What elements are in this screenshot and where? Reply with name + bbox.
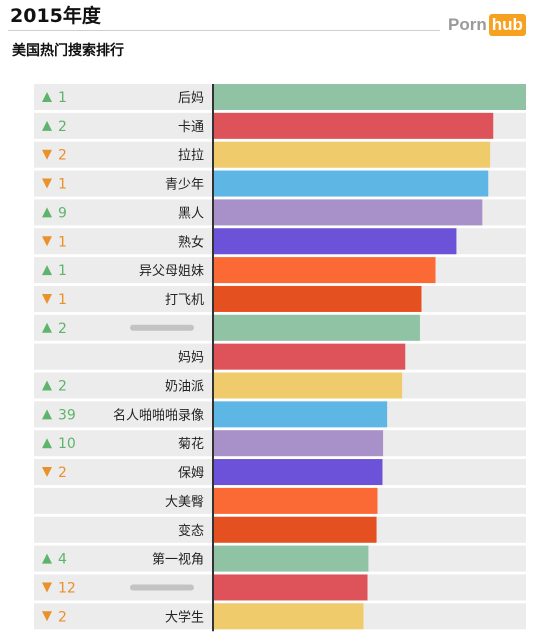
logo-text-part1: Porn (448, 15, 487, 34)
bar (214, 487, 378, 514)
bar (214, 574, 368, 601)
bar-label: 卡通 (178, 120, 204, 135)
bar (214, 430, 384, 457)
header-divider (8, 30, 440, 31)
chart-row: 2 保姆 (34, 459, 526, 486)
rank-change-value: 10 (58, 436, 76, 452)
rank-change-value: 39 (58, 407, 76, 423)
rank-change-value: 2 (58, 465, 67, 481)
rank-change-value: 1 (58, 90, 67, 106)
bar-label: 打飞机 (165, 293, 204, 308)
rank-change-value: 1 (58, 234, 67, 250)
rank-up-arrow-icon (42, 92, 52, 102)
rank-change-value: 12 (58, 580, 76, 596)
chart-row: 2 (34, 314, 526, 341)
rank-up-arrow-icon (42, 120, 52, 131)
rank-up-arrow-icon (42, 322, 52, 333)
chart-row: 10 菊花 (34, 430, 526, 457)
rank-change-value: 2 (58, 379, 67, 395)
bar (214, 141, 491, 168)
bar (214, 372, 403, 399)
bar-label: 大学生 (165, 609, 204, 625)
chart-row: 2 卡通 (34, 112, 526, 139)
chart-row: 1 打飞机 (34, 285, 526, 312)
bar (214, 314, 420, 341)
rank-down-arrow-icon (42, 236, 52, 247)
chart-row: 1 熟女 (34, 228, 526, 255)
rank-up-arrow-icon (42, 409, 52, 420)
bar-label: 第一视角 (152, 553, 204, 568)
bar (214, 545, 369, 572)
chart-row: 4 第一视角 (34, 545, 526, 572)
bar (214, 228, 457, 255)
chart-row: 2 拉拉 (34, 141, 526, 168)
chart-row: 妈妈 (34, 343, 526, 370)
bar-label: 名人啪啪啪录像 (113, 407, 204, 423)
rank-change-value: 2 (58, 609, 67, 625)
rank-down-arrow-icon (42, 178, 52, 189)
bar-label: 异父母姐妹 (139, 264, 204, 279)
rank-up-arrow-icon (42, 265, 52, 276)
logo-text-part2: hub (488, 14, 526, 36)
bar-label: 奶油派 (165, 380, 204, 395)
bar-label: 黑人 (178, 206, 204, 221)
rank-down-arrow-icon (42, 582, 52, 593)
chart-row: 2 大学生 (34, 603, 526, 630)
chart-row: 12 (34, 574, 526, 601)
chart-row: 1 后妈 (34, 84, 526, 110)
chart-row: 2 奶油派 (34, 372, 526, 399)
chart-row: 变态 (34, 516, 526, 543)
bar-label: 变态 (178, 523, 204, 539)
bar-label: 青少年 (165, 178, 204, 193)
rank-up-arrow-icon (42, 553, 52, 564)
bar (214, 285, 422, 312)
obscured-label (130, 584, 194, 591)
rank-change-value: 2 (58, 119, 67, 135)
chart-row: 1 异父母姐妹 (34, 257, 526, 284)
bar (214, 459, 383, 486)
bar-label: 大美臀 (165, 495, 204, 510)
rank-change-value: 2 (58, 148, 67, 164)
rank-change-value: 9 (58, 205, 67, 221)
rank-change-value: 4 (58, 552, 67, 568)
bar (214, 343, 406, 370)
chart-header: 2015年度 美国热门搜索排行 Porn hub (0, 0, 550, 68)
bar (214, 401, 388, 428)
obscured-label (130, 324, 194, 331)
bar (214, 170, 489, 197)
rank-up-arrow-icon (42, 438, 52, 449)
bar-label: 拉拉 (178, 149, 204, 164)
rank-down-arrow-icon (42, 611, 52, 622)
chart-row: 9 黑人 (34, 199, 526, 226)
brand-logo: Porn hub (448, 13, 526, 37)
bar (214, 112, 494, 139)
rank-up-arrow-icon (42, 380, 52, 391)
chart-row: 1 青少年 (34, 170, 526, 197)
chart-subtitle: 美国热门搜索排行 (12, 43, 124, 59)
rank-change-value: 1 (58, 292, 67, 308)
bar (214, 84, 526, 110)
rank-up-arrow-icon (42, 207, 52, 218)
rank-down-arrow-icon (42, 293, 52, 304)
bar-label: 保姆 (178, 466, 204, 481)
bar-label: 妈妈 (178, 351, 204, 366)
chart-row: 39 名人啪啪啪录像 (34, 401, 526, 428)
rank-change-value: 1 (58, 263, 67, 279)
bar (214, 257, 436, 284)
rank-down-arrow-icon (42, 149, 52, 160)
bar-label: 菊花 (178, 436, 204, 452)
bar (214, 603, 364, 630)
rank-change-value: 1 (58, 177, 67, 193)
bar-label: 熟女 (178, 234, 204, 250)
bar (214, 199, 483, 226)
chart-row: 大美臀 (34, 487, 526, 514)
rank-change-value: 2 (58, 321, 67, 337)
chart-title: 2015年度 (10, 5, 101, 27)
bar (214, 516, 377, 543)
rank-down-arrow-icon (42, 467, 52, 478)
bar-label: 后妈 (178, 91, 204, 106)
